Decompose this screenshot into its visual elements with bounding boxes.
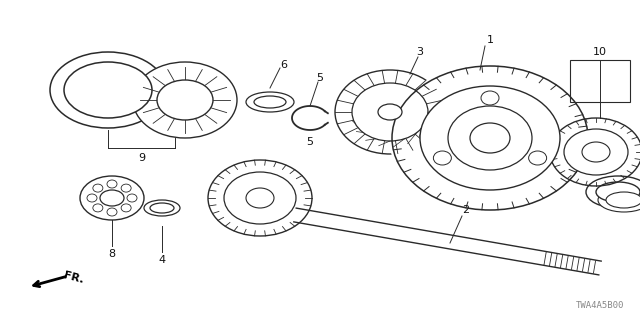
- Ellipse shape: [606, 192, 640, 208]
- Text: 6: 6: [280, 60, 287, 70]
- Ellipse shape: [470, 123, 510, 153]
- Text: 5: 5: [317, 73, 323, 83]
- Ellipse shape: [246, 188, 274, 208]
- Ellipse shape: [433, 151, 451, 165]
- Text: TWA4A5B00: TWA4A5B00: [575, 301, 624, 310]
- Text: 9: 9: [138, 153, 145, 163]
- Ellipse shape: [107, 180, 117, 188]
- Ellipse shape: [144, 200, 180, 216]
- Ellipse shape: [596, 182, 640, 202]
- Ellipse shape: [420, 86, 560, 190]
- Ellipse shape: [586, 176, 640, 208]
- Ellipse shape: [529, 151, 547, 165]
- Ellipse shape: [378, 104, 402, 120]
- Ellipse shape: [224, 172, 296, 224]
- Polygon shape: [294, 208, 601, 275]
- Ellipse shape: [389, 63, 591, 213]
- Ellipse shape: [127, 194, 137, 202]
- Ellipse shape: [448, 106, 532, 170]
- Ellipse shape: [93, 204, 103, 212]
- Ellipse shape: [598, 188, 640, 212]
- Ellipse shape: [352, 83, 428, 141]
- Ellipse shape: [150, 203, 174, 213]
- Text: 8: 8: [108, 249, 116, 259]
- Ellipse shape: [121, 204, 131, 212]
- Ellipse shape: [93, 184, 103, 192]
- Ellipse shape: [246, 92, 294, 112]
- Ellipse shape: [335, 70, 445, 154]
- Ellipse shape: [107, 208, 117, 216]
- Text: FR.: FR.: [62, 270, 84, 285]
- Text: 1: 1: [486, 35, 493, 45]
- Ellipse shape: [133, 62, 237, 138]
- Ellipse shape: [80, 176, 144, 220]
- Ellipse shape: [87, 194, 97, 202]
- Text: 5: 5: [307, 137, 314, 147]
- Ellipse shape: [548, 116, 640, 188]
- Ellipse shape: [100, 190, 124, 206]
- Text: 2: 2: [463, 205, 470, 215]
- Bar: [570, 60, 630, 102]
- Ellipse shape: [64, 62, 152, 118]
- Text: 4: 4: [159, 255, 166, 265]
- Text: 3: 3: [417, 47, 424, 57]
- Ellipse shape: [564, 129, 628, 175]
- Text: 10: 10: [593, 47, 607, 57]
- Ellipse shape: [254, 96, 286, 108]
- Ellipse shape: [121, 184, 131, 192]
- Ellipse shape: [582, 142, 610, 162]
- Ellipse shape: [206, 158, 314, 238]
- Ellipse shape: [50, 52, 166, 128]
- Ellipse shape: [481, 91, 499, 105]
- Ellipse shape: [157, 80, 213, 120]
